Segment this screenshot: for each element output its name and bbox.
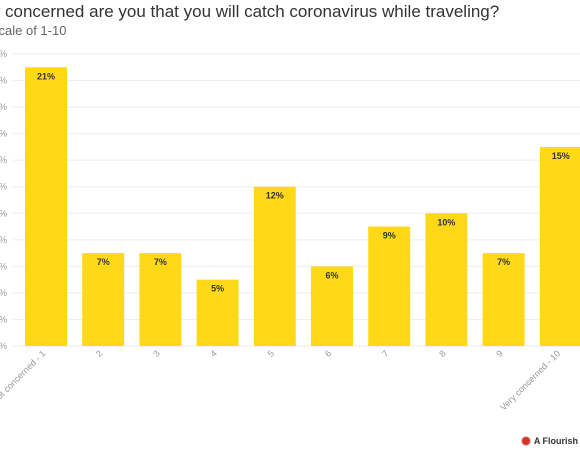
y-tick-label: % xyxy=(0,49,7,59)
bar xyxy=(539,146,580,346)
bar xyxy=(139,253,182,346)
bar xyxy=(25,67,67,346)
bar-value-label: 6% xyxy=(325,270,338,280)
y-tick-label: % xyxy=(0,102,7,112)
bar-value-label: 5% xyxy=(211,284,224,294)
y-tick-label: % xyxy=(0,288,7,298)
y-tick-label: % xyxy=(0,314,7,324)
flourish-credit-link[interactable]: A Flourish xyxy=(521,436,578,446)
bar-value-label: 15% xyxy=(552,151,570,161)
data-labels: 21% 7% 7% 5% 12% 6% 9% 10% 7% 15% xyxy=(37,71,570,293)
y-tick-label: % xyxy=(0,261,7,271)
y-tick-label: % xyxy=(0,129,7,139)
bar-value-label: 7% xyxy=(97,257,110,267)
bar xyxy=(253,186,296,346)
x-tick-label: 2 xyxy=(94,348,105,359)
bar-value-label: 21% xyxy=(37,71,55,81)
bar xyxy=(368,226,411,346)
flourish-logo-icon xyxy=(521,437,530,445)
x-tick-label: 7 xyxy=(380,348,391,359)
y-axis-ticks: %%%%%%%%%%%% xyxy=(0,49,7,351)
bar-value-label: 10% xyxy=(437,217,455,227)
bar xyxy=(311,266,353,346)
x-tick-label: 6 xyxy=(323,348,334,359)
bars xyxy=(25,67,580,346)
y-tick-label: % xyxy=(0,155,7,165)
x-tick-label: 3 xyxy=(151,348,162,359)
x-tick-label: ot concerned - 1 xyxy=(0,348,47,401)
bar-value-label: 7% xyxy=(497,257,510,267)
x-tick-label: 4 xyxy=(208,348,219,359)
bar xyxy=(482,253,525,346)
flourish-credit-label: A Flourish xyxy=(533,436,578,446)
x-tick-label: 5 xyxy=(266,348,277,359)
bar-value-label: 12% xyxy=(266,191,284,201)
x-tick-label: 9 xyxy=(494,348,505,359)
bar xyxy=(82,253,125,346)
chart-title: w concerned are you that you will catch … xyxy=(0,2,500,21)
bar xyxy=(196,279,239,346)
x-tick-label: 8 xyxy=(437,348,448,359)
bar-value-label: 7% xyxy=(154,257,167,267)
x-tick-label: Very concerned - 10 xyxy=(498,348,562,412)
bar-value-label: 9% xyxy=(383,231,396,241)
chart-subtitle: scale of 1-10 xyxy=(0,23,67,38)
y-tick-label: % xyxy=(0,235,7,245)
y-tick-label: % xyxy=(0,341,7,351)
y-tick-label: % xyxy=(0,182,7,192)
y-tick-label: % xyxy=(0,208,7,218)
y-tick-label: % xyxy=(0,76,7,86)
bar xyxy=(425,213,468,346)
